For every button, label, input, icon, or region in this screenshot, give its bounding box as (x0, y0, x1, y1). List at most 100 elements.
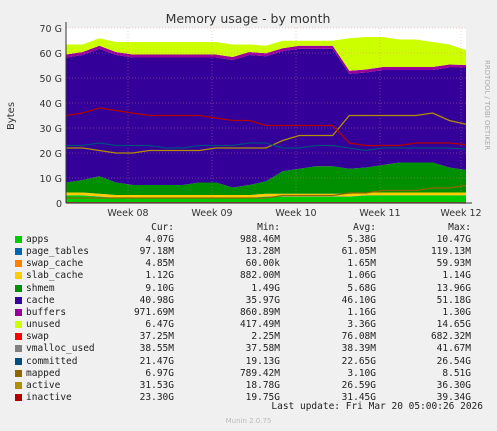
legend-avg-value: 1.16G (347, 306, 376, 318)
munin-version: Munin 2.0.75 (225, 417, 272, 425)
legend-swatch (15, 296, 22, 304)
legend-swatch (15, 345, 22, 353)
legend-max-value: 10.47G (436, 234, 471, 245)
legend-min-value: 60.00k (245, 258, 280, 270)
legend-label: apps (26, 234, 49, 245)
y-tick-label: 60 G (40, 49, 62, 60)
legend-cur-value: 971.69M (133, 306, 174, 318)
legend-swatch (15, 272, 22, 280)
legend-swatch (15, 321, 22, 329)
area-unused (66, 37, 466, 71)
legend-swatch (15, 284, 22, 292)
x-tick-label: Week 11 (359, 208, 400, 219)
legend-min-value: 882.00M (239, 270, 280, 282)
legend-avg-value: 3.36G (347, 319, 376, 331)
legend-swatch (15, 393, 22, 401)
legend-max-value: 51.18G (436, 294, 471, 306)
line-mapped (66, 184, 467, 199)
legend-label: vmalloc_used (26, 343, 95, 355)
legend-max-value: 1.14G (442, 270, 471, 282)
legend-label: slab_cache (26, 270, 84, 282)
legend-min-value: 860.89M (239, 306, 280, 318)
legend-avg-value: 22.65G (341, 355, 376, 367)
y-tick-label: 70 G (40, 24, 62, 35)
legend-max-value: 26.54G (436, 355, 471, 367)
legend-min-value: 13.28M (245, 246, 280, 258)
y-axis-label: Bytes (6, 102, 17, 130)
chart-title: Memory usage - by month (166, 11, 331, 26)
legend-min-value: 988.46M (239, 234, 280, 245)
legend-max-value: 14.65G (436, 319, 471, 331)
legend-label: inactive (26, 391, 72, 403)
legend-max-value: 13.96G (436, 282, 471, 294)
y-tick-label: 20 G (40, 149, 62, 160)
legend-avg-value: 5.38G (347, 234, 376, 245)
legend-cur-value: 21.47G (139, 355, 174, 367)
legend-avg-value: 3.10G (347, 367, 376, 379)
col-avg-header: Avg: (353, 222, 376, 233)
legend-row-swap: swap 37.25M 2.25M 76.08M 682.32M (0, 331, 497, 343)
legend-max-value: 36.30G (436, 379, 471, 391)
legend-label: unused (26, 319, 61, 331)
last-update: Last update: Fri Mar 20 05:00:26 2026 (271, 401, 483, 412)
y-tick-label: 40 G (40, 99, 62, 110)
legend-max-value: 59.93M (436, 258, 471, 270)
x-tick-label: Week 10 (275, 208, 316, 219)
legend-max-value: 41.67M (436, 343, 471, 355)
legend-avg-value: 38.39M (341, 343, 376, 355)
legend-label: active (26, 379, 61, 391)
legend-min-value: 37.58M (245, 343, 280, 355)
line-active (66, 112, 467, 154)
legend-avg-value: 26.59G (341, 379, 376, 391)
legend-min-value: 18.78G (245, 379, 280, 391)
legend-row-inactive: inactive 23.30G 19.75G 31.45G 39.34G (0, 392, 497, 404)
legend-cur-value: 6.47G (145, 319, 174, 331)
legend-swatch (15, 369, 22, 377)
col-min-header: Min: (257, 222, 280, 233)
legend-avg-value: 1.65M (347, 258, 376, 270)
legend-min-value: 1.49G (251, 282, 280, 294)
legend-row-apps: apps 4.07G 988.46M 5.38G 10.47G (0, 234, 497, 246)
legend-avg-value: 46.10G (341, 294, 376, 306)
legend-avg-value: 31.45G (341, 391, 376, 403)
legend-row-buffers: buffers 971.69M 860.89M 1.16G 1.30G (0, 307, 497, 319)
legend-cur-value: 31.53G (139, 379, 174, 391)
plot-area: 0 10 G 20 G 30 G 40 G 50 G 60 G 70 G Week 08 Week… (40, 22, 482, 219)
legend-row-unused: unused 6.47G 417.49M 3.36G 14.65G (0, 319, 497, 331)
legend-row-active: active 31.53G 18.78G 26.59G 36.30G (0, 380, 497, 392)
legend-row-vmalloc_used: vmalloc_used 38.55M 37.58M 38.39M 41.67M (0, 343, 497, 355)
legend-swatch (15, 357, 22, 365)
legend-cur-value: 6.97G (145, 367, 174, 379)
legend-avg-value: 76.08M (341, 331, 376, 343)
area-buffers (66, 45, 466, 74)
legend-row-page_tables: page_tables 97.18M 13.28M 61.05M 119.13M (0, 246, 497, 258)
legend-row-slab_cache: slab_cache 1.12G 882.00M 1.06G 1.14G (0, 270, 497, 282)
area-shmem (66, 162, 466, 195)
legend-max-value: 119.13M (430, 246, 471, 258)
legend-cur-value: 23.30G (139, 391, 174, 403)
col-cur-header: Cur: (151, 222, 174, 233)
col-max-header: Max: (448, 222, 471, 233)
legend-min-value: 19.75G (245, 391, 280, 403)
legend-min-value: 417.49M (239, 319, 280, 331)
legend-row-shmem: shmem 9.10G 1.49G 5.68G 13.96G (0, 283, 497, 295)
legend-cur-value: 97.18M (139, 246, 174, 258)
rrdtool-credit: RRDTOOL / TOBI OETIKER (483, 60, 491, 150)
legend-max-value: 682.32M (430, 331, 471, 343)
legend-min-value: 789.42M (239, 367, 280, 379)
legend-row-cache: cache 40.98G 35.97G 46.10G 51.18G (0, 295, 497, 307)
legend-avg-value: 61.05M (341, 246, 376, 258)
y-tick-label: 0 (56, 199, 62, 210)
legend-swatch (15, 333, 22, 341)
y-tick-label: 10 G (40, 174, 62, 185)
line-committed (66, 142, 467, 152)
area-apps (66, 195, 466, 203)
legend-avg-value: 5.68G (347, 282, 376, 294)
x-tick-label: Week 08 (107, 208, 148, 219)
legend-cur-value: 37.25M (139, 331, 174, 343)
legend-label: shmem (26, 282, 55, 294)
legend-swatch (15, 381, 22, 389)
x-tick-label: Week 09 (191, 208, 232, 219)
legend-min-value: 2.25M (251, 331, 280, 343)
